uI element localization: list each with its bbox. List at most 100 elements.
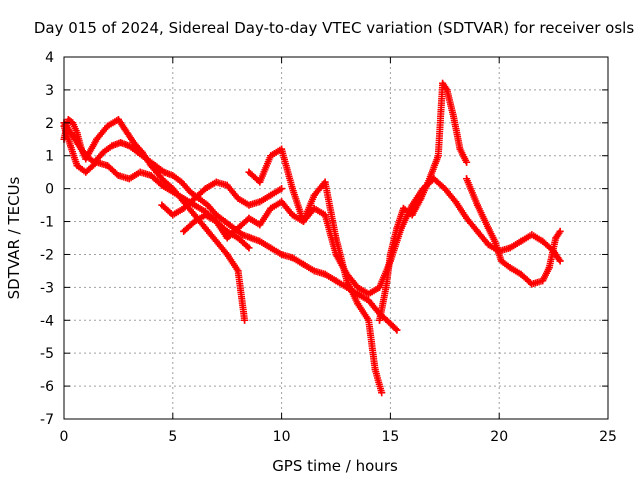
y-tick-label: -2 (40, 247, 54, 263)
data-point (539, 277, 547, 285)
data-point (93, 135, 101, 143)
data-point (90, 158, 98, 166)
data-point (299, 218, 307, 226)
x-axis-label: GPS time / hours (272, 457, 398, 475)
y-tick-label: 0 (45, 182, 54, 198)
data-point (67, 142, 75, 150)
data-point (69, 119, 77, 127)
y-tick-label: 2 (45, 116, 54, 132)
x-tick-label: 20 (490, 429, 508, 445)
data-point (378, 389, 386, 397)
data-point (267, 152, 275, 160)
data-point (506, 264, 514, 272)
data-point (158, 181, 166, 189)
data-point (321, 211, 329, 219)
data-point (321, 178, 329, 186)
data-point (393, 326, 401, 334)
data-point (386, 320, 394, 328)
data-point (191, 195, 199, 203)
data-point (545, 264, 553, 272)
data-point (321, 270, 329, 278)
data-point (114, 171, 122, 179)
data-point (539, 237, 547, 245)
data-point (463, 214, 471, 222)
x-tick-label: 0 (60, 429, 69, 445)
data-point (234, 195, 242, 203)
data-point (158, 201, 166, 209)
data-point (434, 152, 442, 160)
data-point (64, 116, 72, 124)
y-tick-label: -5 (40, 346, 54, 362)
data-point (73, 162, 81, 170)
data-point (267, 191, 275, 199)
data-point (393, 224, 401, 232)
data-point (201, 185, 209, 193)
data-point (552, 234, 560, 242)
data-point (310, 204, 318, 212)
data-point (332, 277, 340, 285)
data-point (82, 152, 90, 160)
data-point (73, 129, 81, 137)
data-point (191, 211, 199, 219)
y-tick-label: 1 (45, 149, 54, 165)
data-point (221, 218, 229, 226)
data-point (178, 178, 186, 186)
data-point (310, 267, 318, 275)
data-point (256, 198, 264, 206)
series-track-f (245, 145, 386, 397)
plot-frame (63, 56, 609, 420)
data-point (517, 237, 525, 245)
data-point (147, 171, 155, 179)
data-point (245, 168, 253, 176)
x-tick-labels: 0 5 10 15 20 25 (60, 429, 617, 445)
data-point (456, 145, 464, 153)
data-point (191, 201, 199, 209)
series-track-d (158, 178, 286, 219)
data-point (108, 142, 116, 150)
data-point (267, 204, 275, 212)
data-point (452, 198, 460, 206)
data-point (245, 214, 253, 222)
data-point (354, 300, 362, 308)
x-tick-label: 5 (168, 429, 177, 445)
data-point (497, 257, 505, 265)
data-point (212, 178, 220, 186)
data-point (288, 211, 296, 219)
data-point (191, 218, 199, 226)
data-point (408, 211, 416, 219)
data-point (69, 132, 77, 140)
data-point (77, 145, 85, 153)
data-point (212, 237, 220, 245)
data-point (223, 250, 231, 258)
data-point (151, 162, 159, 170)
data-point (278, 145, 286, 153)
data-point (463, 158, 471, 166)
data-point (491, 237, 499, 245)
data-point (130, 139, 138, 147)
data-point (382, 283, 390, 291)
data-point (354, 283, 362, 291)
data-point (450, 112, 458, 120)
data-point (332, 234, 340, 242)
data-point (441, 185, 449, 193)
data-point (365, 316, 373, 324)
data-point (114, 116, 122, 124)
data-point (343, 277, 351, 285)
data-point (484, 224, 492, 232)
data-point (169, 171, 177, 179)
data-point (473, 201, 481, 209)
data-point (439, 79, 447, 87)
data-point (371, 366, 379, 374)
data-point (256, 178, 264, 186)
data-point (121, 125, 129, 133)
data-point (245, 244, 253, 252)
data-point (158, 175, 166, 183)
data-point (117, 139, 125, 147)
data-point (212, 211, 220, 219)
data-point (556, 257, 564, 265)
data-point (212, 218, 220, 226)
data-point (463, 175, 471, 183)
data-point (234, 234, 242, 242)
